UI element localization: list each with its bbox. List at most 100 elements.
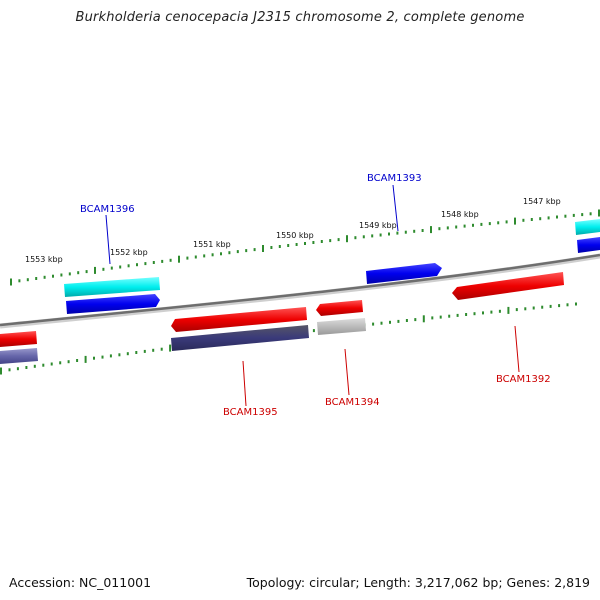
upper-tick-62 — [530, 218, 533, 221]
lower-tick-8 — [67, 360, 70, 364]
gene-feature-bcam1395[interactable] — [171, 307, 307, 332]
map-title: Burkholderia cenocepacia J2315 chromosom… — [75, 10, 525, 25]
gene-feature-navy[interactable] — [171, 325, 309, 351]
upper-tick-0 — [10, 278, 12, 286]
lower-tick-60 — [507, 306, 510, 314]
lower-tick-20 — [169, 344, 172, 352]
upper-tick-24 — [211, 253, 214, 257]
lower-tick-45 — [380, 321, 383, 325]
upper-tick-21 — [186, 256, 189, 260]
lower-tick-17 — [143, 349, 146, 353]
lower-tick-14 — [118, 353, 121, 357]
upper-tick-65 — [556, 215, 558, 219]
upper-tick-4 — [43, 275, 46, 279]
forward-features — [64, 219, 600, 314]
upper-tick-14 — [127, 264, 130, 268]
gene-feature-lavender-left[interactable] — [0, 348, 38, 364]
upper-tick-44 — [379, 233, 382, 237]
lower-tick-2 — [16, 367, 19, 371]
upper-tick-8 — [77, 271, 80, 275]
gene-feature-grey[interactable] — [317, 318, 366, 335]
lower-tick-9 — [76, 359, 79, 362]
upper-tick-29 — [253, 248, 256, 252]
upper-tick-56 — [480, 222, 483, 226]
lower-tick-0 — [0, 367, 2, 375]
lower-tick-6 — [50, 362, 53, 366]
upper-tick-16 — [144, 262, 147, 266]
upper-tick-49 — [421, 229, 424, 232]
gene-label-bcam1392[interactable]: BCAM1392 — [496, 374, 551, 385]
upper-tick-52 — [446, 226, 449, 230]
lower-tick-16 — [135, 351, 138, 354]
lower-tick-11 — [93, 356, 95, 360]
leader-bcam1394 — [344, 348, 350, 396]
leader-bcam1393 — [392, 184, 399, 232]
lower-tick-19 — [160, 347, 163, 351]
lower-tick-66 — [558, 304, 561, 308]
upper-tick-57 — [488, 222, 491, 226]
upper-tick-54 — [463, 224, 466, 228]
gene-feature-cyan-right[interactable] — [575, 219, 600, 235]
lower-tick-13 — [109, 354, 112, 358]
upper-tick-30 — [262, 245, 264, 252]
lower-tick-52 — [439, 315, 442, 319]
lower-tick-56 — [473, 312, 476, 316]
upper-tick-55 — [472, 223, 474, 227]
lower-tick-61 — [515, 308, 518, 312]
upper-tick-53 — [455, 225, 458, 229]
gene-feature-bcam1393[interactable] — [366, 263, 442, 284]
upper-tick-46 — [396, 231, 399, 235]
scale-label-1550: 1550 kbp — [276, 231, 314, 240]
gene-feature-bcam1396[interactable] — [66, 294, 160, 314]
gene-label-bcam1396[interactable]: BCAM1396 — [80, 204, 135, 215]
upper-tick-42 — [362, 235, 365, 239]
upper-tick-48 — [413, 229, 416, 233]
lower-tick-50 — [422, 315, 425, 323]
lower-tick-63 — [532, 306, 535, 310]
gene-feature-bcam1392[interactable] — [452, 272, 564, 300]
leader-bcam1392 — [514, 325, 520, 373]
upper-tick-12 — [110, 266, 113, 270]
scale-label-1548: 1548 kbp — [441, 210, 479, 219]
label-leaders — [105, 184, 520, 407]
gene-feature-blue-right[interactable] — [577, 237, 600, 253]
lower-tick-18 — [152, 348, 155, 352]
upper-tick-26 — [228, 251, 231, 255]
upper-tick-36 — [312, 241, 315, 244]
gene-label-bcam1395[interactable]: BCAM1395 — [223, 407, 278, 418]
gene-label-bcam1394[interactable]: BCAM1394 — [325, 397, 380, 408]
gene-feature-cyan[interactable] — [64, 277, 160, 297]
lower-tick-15 — [126, 352, 129, 356]
lower-tick-3 — [25, 366, 28, 369]
lower-tick-55 — [465, 313, 468, 316]
gene-feature-red-left[interactable] — [0, 331, 37, 347]
upper-tick-7 — [68, 272, 71, 276]
upper-tick-66 — [564, 214, 567, 218]
upper-tick-25 — [220, 252, 222, 256]
upper-tick-60 — [514, 217, 516, 225]
upper-tick-6 — [60, 273, 63, 277]
upper-tick-2 — [26, 278, 29, 282]
scale-label-1547: 1547 kbp — [523, 197, 561, 206]
lower-tick-59 — [498, 309, 501, 313]
upper-tick-70 — [598, 209, 600, 217]
upper-tick-68 — [581, 213, 584, 217]
genome-summary-text: Topology: circular; Length: 3,217,062 bp… — [246, 575, 590, 590]
scale-label-1553: 1553 kbp — [25, 255, 63, 264]
upper-tick-23 — [203, 254, 206, 258]
upper-tick-50 — [430, 226, 432, 234]
upper-tick-11 — [102, 267, 105, 271]
upper-tick-58 — [497, 221, 500, 225]
gene-label-bcam1393[interactable]: BCAM1393 — [367, 173, 422, 184]
lower-tick-48 — [405, 319, 408, 322]
lower-tick-51 — [431, 316, 434, 320]
scale-labels: 1553 kbp 1552 kbp 1551 kbp 1550 kbp 1549… — [25, 197, 561, 264]
upper-tick-51 — [438, 227, 441, 231]
leader-bcam1396 — [105, 214, 111, 265]
upper-tick-33 — [287, 244, 290, 247]
lower-tick-53 — [448, 314, 451, 318]
lower-tick-67 — [566, 303, 569, 307]
gene-feature-bcam1394[interactable] — [316, 300, 363, 316]
upper-tick-27 — [236, 250, 239, 254]
